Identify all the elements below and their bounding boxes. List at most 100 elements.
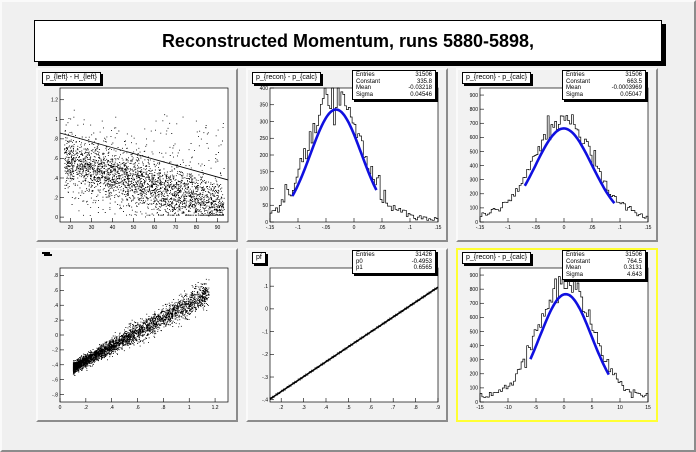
y-tick-label: .8 [54, 137, 58, 143]
x-tick-label: .3 [302, 405, 306, 411]
x-tick-label: -.05 [532, 225, 541, 231]
stats-value: -0.03218 [408, 85, 432, 91]
plot-frame [269, 87, 439, 223]
stats-value: 0.6565 [413, 265, 432, 271]
y-tick-label: 300 [470, 357, 479, 363]
y-tick-label: .6 [54, 288, 58, 294]
stats-row: Sigma 0.05047 [566, 92, 642, 99]
stats-box: Entries 31506 Constant 764.5 Mean 0.3131 Sigma… [562, 250, 646, 280]
x-tick-label: 1 [188, 405, 191, 411]
hist-title: p_{left} - H_{left} [42, 72, 101, 84]
y-tick-label: 1.2 [51, 98, 58, 104]
stats-key: Entries [566, 252, 585, 258]
pad-scatter-correlation[interactable]: 0 .2 .4 .6 .8 1 1.2 -.8 -.6 -.4 -.2 0 .2 .4 .6 .8 [36, 248, 238, 422]
stats-value: 31426 [415, 252, 432, 258]
y-tick-label: .2 [54, 318, 58, 324]
scatter-points [64, 109, 225, 218]
y-tick-label: 200 [260, 153, 269, 159]
chart-svg: -.15 -.1 -.05 0 .05 .1 .15 0 50 100 150 200 250 300 35… [260, 86, 442, 231]
y-tick-label: .2 [54, 195, 58, 201]
y-tick-label: -.3 [262, 375, 268, 381]
stats-row: p0 -0.4953 [356, 259, 432, 266]
y-tick-label: -.2 [262, 352, 268, 358]
pad-profile-pf[interactable]: .2 .3 .4 .5 .6 .7 .8 .9 -.4 -.3 -.2 -.1 0 .1 pf Entries… [246, 248, 448, 422]
x-tick-label: 50 [131, 225, 137, 231]
stats-value: 4.643 [626, 271, 642, 278]
pad-scatter-left[interactable]: 20 30 40 50 60 70 80 90 0 .2 .4 .6 .8 1 1.2 p_{left} - … [36, 68, 238, 242]
x-tick-label: -5 [534, 405, 539, 411]
stats-value: 31506 [415, 72, 432, 78]
chart-svg: 20 30 40 50 60 70 80 90 0 .2 .4 .6 .8 1 1.2 [51, 87, 229, 231]
hist-title: p_{recon} - p_{calc} [462, 72, 532, 84]
x-tick-label: 60 [152, 225, 158, 231]
stats-row: Entries 31506 [566, 72, 642, 79]
stats-row: Entries 31426 [356, 252, 432, 259]
y-tick-label: 600 [470, 135, 479, 141]
hist-title [42, 252, 50, 254]
pad-hist-recon-2[interactable]: -.15 -.1 -.05 0 .05 .1 .15 0 100 200 300 400 500 600 7… [456, 68, 658, 242]
page-title: Reconstructed Momentum, runs 5880-5898, [34, 20, 662, 62]
stats-key: Entries [356, 252, 375, 258]
stats-value: 663.5 [626, 78, 642, 85]
stats-key: p0 [356, 258, 363, 265]
x-tick-label: 80 [194, 225, 200, 231]
chart-svg: .2 .3 .4 .5 .6 .7 .8 .9 -.4 -.3 -.2 -.1 0 .1 [262, 267, 440, 411]
y-tick-label: 400 [470, 343, 479, 349]
y-tick-label: 100 [260, 186, 269, 192]
y-tick-label: .4 [54, 176, 58, 182]
fit-line [59, 132, 229, 181]
stats-key: Entries [356, 72, 375, 78]
x-tick-label: 5 [591, 405, 594, 411]
pad-hist-recon-3[interactable]: -15 -10 -5 0 5 10 15 0 100 200 300 400 500 600 700 800 9… [456, 248, 658, 422]
x-tick-label: .5 [346, 405, 350, 411]
x-tick-label: .2 [279, 405, 283, 411]
y-tick-label: 1 [55, 117, 58, 123]
y-tick-label: 200 [470, 372, 479, 378]
pad-hist-recon-1[interactable]: -.15 -.1 -.05 0 .05 .1 .15 0 50 100 150 200 250 300 35… [246, 68, 448, 242]
stats-value: 0.3131 [623, 265, 642, 271]
stats-row: Constant 764.5 [566, 259, 642, 266]
gaussian-fit [523, 127, 616, 205]
stats-key: p1 [356, 265, 363, 271]
stats-key: Mean [566, 85, 582, 91]
x-tick-label: .7 [391, 405, 395, 411]
x-tick-label: -.1 [505, 225, 511, 231]
x-tick-label: 0 [563, 405, 566, 411]
stats-key: Constant [356, 78, 381, 85]
y-tick-label: 600 [470, 315, 479, 321]
y-tick-label: -.6 [52, 377, 58, 383]
stats-row: Constant 335.8 [356, 79, 432, 86]
profile-points [269, 287, 438, 400]
histogram [269, 87, 439, 222]
stats-key: Mean [566, 265, 582, 271]
y-tick-label: 900 [470, 273, 479, 279]
stats-row: p1 0.6565 [356, 265, 432, 272]
stats-value: 0.05047 [620, 91, 642, 98]
stats-key: Mean [356, 85, 372, 91]
hist-title: p_{recon} - p_{calc} [462, 252, 532, 264]
y-tick-label: 150 [260, 170, 269, 176]
x-tick-label: .15 [435, 225, 442, 231]
x-tick-label: .1 [618, 225, 622, 231]
stats-value: 764.5 [626, 258, 642, 265]
x-tick-label: .15 [645, 225, 652, 231]
x-tick-label: -.1 [295, 225, 301, 231]
y-tick-label: 100 [470, 386, 479, 392]
y-tick-label: 800 [470, 287, 479, 293]
x-tick-label: 30 [89, 225, 95, 231]
x-tick-label: .8 [414, 405, 418, 411]
y-tick-label: 700 [470, 301, 479, 307]
y-tick-label: 200 [470, 192, 479, 198]
stats-value: 0.04546 [410, 91, 432, 98]
y-tick-label: .4 [54, 303, 58, 309]
stats-value: -0.4953 [411, 258, 432, 265]
x-tick-label: 0 [563, 225, 566, 231]
x-tick-label: 0 [59, 405, 62, 411]
y-tick-label: 0 [265, 220, 268, 226]
y-tick-label: 300 [260, 119, 269, 125]
stats-key: Entries [566, 72, 585, 78]
y-tick-label: 50 [262, 203, 268, 209]
y-tick-label: 0 [475, 400, 478, 406]
x-tick-label: 70 [173, 225, 179, 231]
x-tick-label: .6 [135, 405, 139, 411]
